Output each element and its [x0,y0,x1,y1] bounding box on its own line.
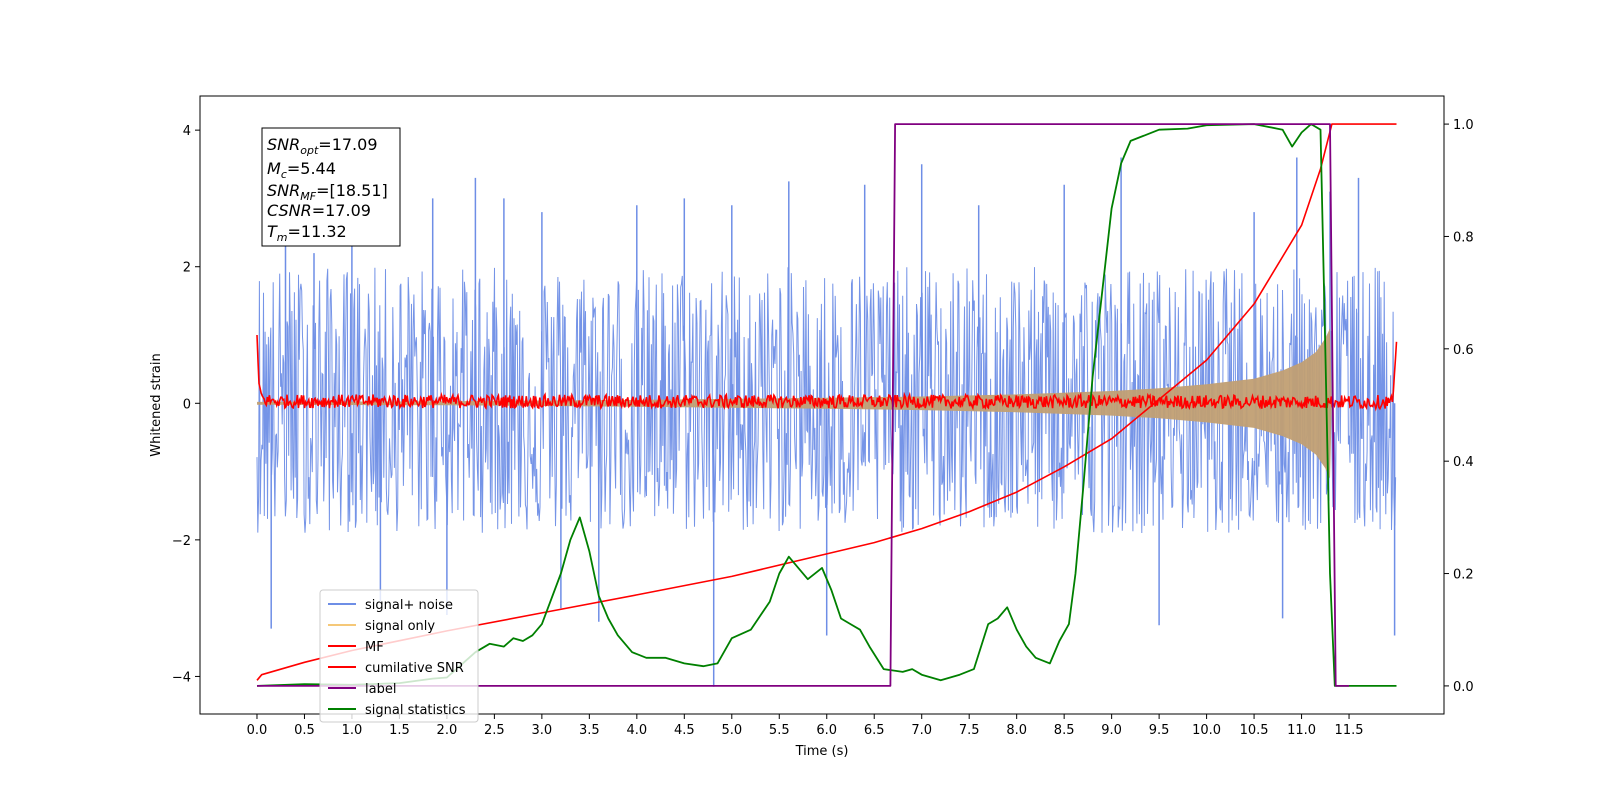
legend-label-cumulative-snr: cumilative SNR [365,661,464,676]
x-tick-label: 10.0 [1192,723,1221,738]
y-tick-label: 0 [183,397,191,412]
info-box-frame [261,127,401,247]
x-tick-label: 11.5 [1335,723,1364,738]
series-signal-noise-spikes [270,157,1396,687]
legend-label-signal-noise: signal+ noise [365,598,453,613]
y-right-tick-label: 0.8 [1453,230,1474,245]
x-tick-label: 4.0 [626,723,647,738]
x-tick-label: 8.5 [1054,723,1075,738]
x-tick-label: 3.0 [532,723,553,738]
plot-frame [199,95,1445,715]
y-axis-label: Whitened strain [149,353,164,456]
x-tick-label: 11.0 [1287,723,1316,738]
x-tick-label: 7.0 [911,723,932,738]
series-mf [256,334,1398,412]
x-tick-label: 6.0 [816,723,837,738]
y-tick-label: 4 [183,124,191,139]
x-tick-label: 5.5 [769,723,790,738]
legend-label-signal-statistics: signal statistics [365,703,466,718]
series-signal-only [257,328,1332,479]
x-tick-label: 6.5 [864,723,885,738]
y-right-tick-label: 0.2 [1453,568,1474,583]
legend-frame [319,589,479,723]
legend-label-mf: MF [365,640,384,655]
x-tick-label: 9.0 [1101,723,1122,738]
info-csnr: CSNR=17.09 [267,201,371,220]
y-tick-label: 2 [183,261,191,276]
x-tick-label: 1.0 [342,723,363,738]
x-axis-label: Time (s) [795,744,849,759]
x-tick-label: 3.5 [579,723,600,738]
y-right-tick-label: 0.4 [1453,455,1474,470]
x-tick-label: 9.5 [1149,723,1170,738]
legend-label-label: label [365,682,396,697]
x-tick-label: 5.0 [721,723,742,738]
info-mc: Mc=5.44 [267,159,336,181]
x-tick-label: 4.5 [674,723,695,738]
x-tick-label: 2.0 [437,723,458,738]
series-label [257,123,1349,687]
x-tick-label: 0.5 [294,723,315,738]
info-tm: Tm=11.32 [267,222,347,244]
legend-label-signal-only: signal only [365,619,435,634]
y-right-tick-label: 0.6 [1453,343,1474,358]
legend: signal+ noise signal only MF cumilative … [319,589,479,723]
y-right-tick-label: 0.0 [1453,680,1474,695]
info-snr-mf: SNRMF=[18.51] [267,181,388,203]
y-right-tick-label: 1.0 [1453,118,1474,133]
y-tick-label: −4 [172,670,191,685]
x-tick-label: 2.5 [484,723,505,738]
x-tick-label: 1.5 [389,723,410,738]
x-tick-label: 8.0 [1006,723,1027,738]
x-tick-label: 0.0 [247,723,268,738]
info-box: SNRopt=17.09 Mc=5.44 SNRMF=[18.51] CSNR=… [261,127,401,247]
y-tick-label: −2 [172,534,191,549]
x-tick-label: 7.5 [959,723,980,738]
info-snr-opt: SNRopt=17.09 [267,135,378,157]
x-tick-label: 10.5 [1240,723,1269,738]
series-signal-statistics [256,123,1397,687]
